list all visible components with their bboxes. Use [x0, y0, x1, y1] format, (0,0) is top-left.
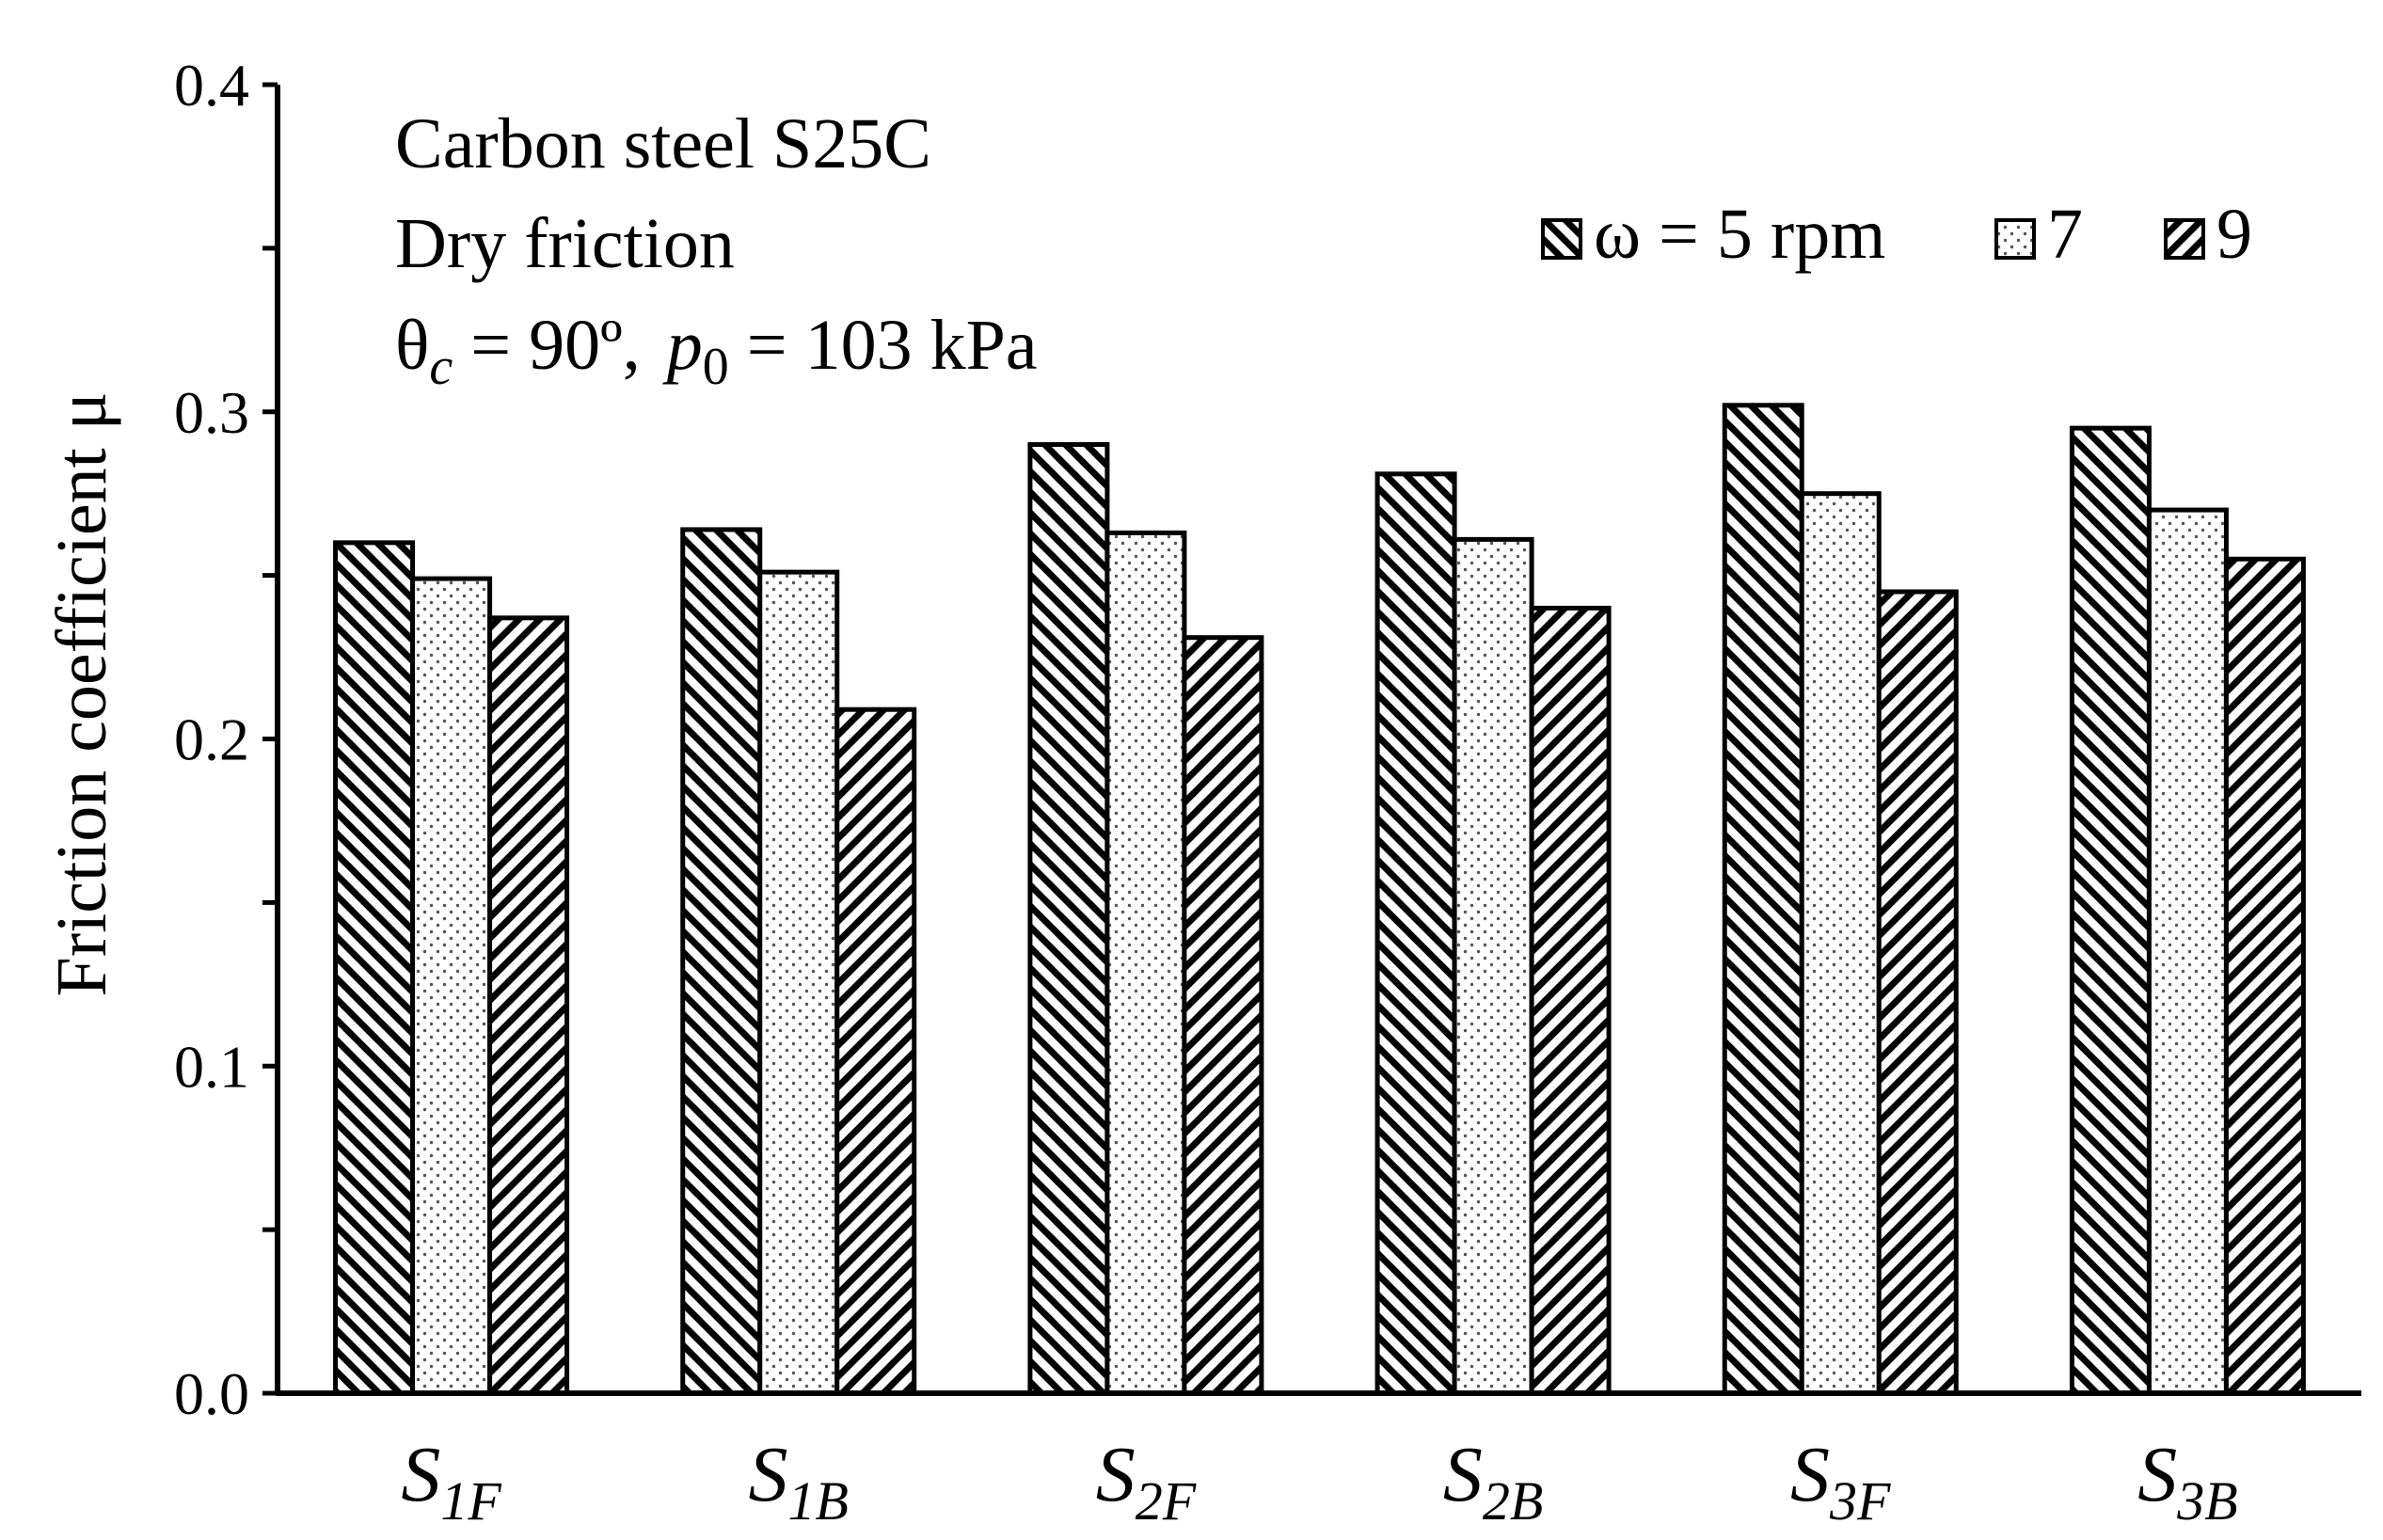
y-axis-title: Friction coefficient μ	[42, 392, 121, 997]
bar	[1452, 536, 1534, 1396]
x-category-main: S	[401, 1431, 440, 1518]
legend-swatch	[2164, 218, 2205, 260]
legend-swatch	[1541, 218, 1582, 260]
x-category-label: S3F	[1790, 1431, 1891, 1532]
bar	[680, 527, 763, 1396]
x-category-subscript: 3F	[1829, 1470, 1891, 1532]
x-category-subscript: 1B	[788, 1470, 849, 1532]
x-category-main: S	[1443, 1431, 1483, 1518]
bar	[1374, 471, 1457, 1396]
annotation-theta: θ	[395, 306, 429, 385]
bar	[2069, 425, 2152, 1396]
x-category-main: S	[749, 1431, 788, 1518]
annotation-p-value: = 103 kPa	[729, 306, 1038, 385]
annotation-theta-sub: c	[429, 338, 453, 396]
bar	[757, 569, 840, 1396]
x-category-subscript: 1F	[440, 1470, 501, 1532]
x-category-subscript: 2F	[1136, 1470, 1197, 1532]
x-category-label: S1F	[401, 1431, 501, 1532]
x-category-label: S3B	[2137, 1431, 2237, 1532]
bar	[1182, 635, 1264, 1396]
y-tick-label: 0.2	[174, 706, 249, 773]
bar	[1876, 589, 1959, 1396]
annotation-p-sub: 0	[703, 338, 729, 396]
legend-label: 7	[2047, 195, 2083, 274]
x-category-main: S	[1790, 1431, 1830, 1518]
legend-label: ω = 5 rpm	[1594, 195, 1885, 274]
y-tick-label: 0.1	[174, 1033, 249, 1100]
bar	[1027, 442, 1110, 1396]
y-tick-label: 0.3	[174, 379, 249, 446]
annotation-parameters: θc = 90º, p0 = 103 kPa	[395, 306, 1038, 396]
x-category-main: S	[2137, 1431, 2177, 1518]
bar	[333, 540, 416, 1396]
bar	[2223, 556, 2306, 1396]
bar	[1799, 491, 1882, 1396]
bar	[410, 576, 493, 1396]
x-category-label: S1B	[749, 1431, 849, 1532]
bar	[1104, 530, 1187, 1396]
annotation-p: p	[662, 306, 703, 385]
bar	[834, 706, 917, 1396]
x-category-label: S2F	[1096, 1431, 1197, 1532]
legend-label: 9	[2216, 195, 2252, 274]
bar	[1722, 403, 1804, 1396]
x-category-subscript: 3B	[2176, 1470, 2237, 1532]
bar	[2146, 507, 2229, 1396]
annotation-condition: Dry friction	[395, 204, 735, 283]
x-category-subscript: 2B	[1483, 1470, 1543, 1532]
annotation-theta-value: = 90º,	[453, 306, 640, 385]
annotation-material: Carbon steel S25C	[395, 104, 931, 183]
y-tick-label: 0.0	[174, 1360, 249, 1427]
x-category-label: S2B	[1443, 1431, 1543, 1532]
x-category-main: S	[1096, 1431, 1136, 1518]
bar	[487, 615, 570, 1396]
legend-swatch	[1994, 218, 2036, 260]
bar	[1529, 605, 1612, 1396]
y-tick-label: 0.4	[174, 52, 249, 119]
